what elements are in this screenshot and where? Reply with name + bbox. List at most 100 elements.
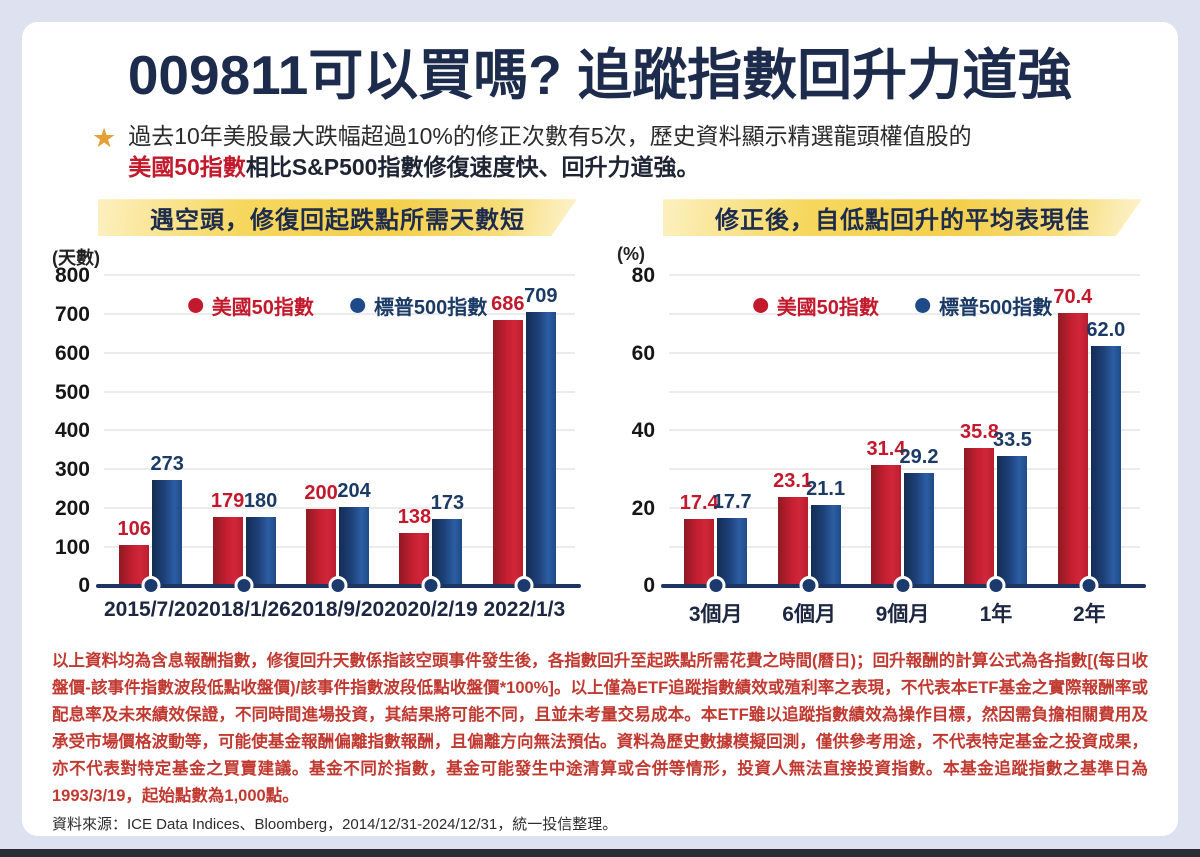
gridline xyxy=(669,429,1140,432)
chart-legend: 美國50指數 標普500指數 xyxy=(187,291,488,320)
x-tick-label: 6個月 xyxy=(782,603,836,627)
gridline xyxy=(669,351,1140,354)
bar-group-2022/1/3: 686 709 2022/1/3 xyxy=(478,276,571,622)
value-label: 62.0 xyxy=(1086,319,1126,341)
x-tick-label: 2015/7/20 xyxy=(103,598,198,622)
axis-dot-icon xyxy=(421,576,441,596)
y-tick-label: 20 xyxy=(631,496,655,520)
axis-dot-icon xyxy=(893,576,913,596)
value-label: 17.7 xyxy=(712,490,752,513)
y-tick-label: 500 xyxy=(54,380,90,404)
bar-groups: 106 273 2015/7/20 179 180 2018/1/26 200 204 2018… xyxy=(104,276,571,622)
chart-recovery-days: 遇空頭，修復回起跌點所需天數短 (天數) 美國50指數 標普500指數 106 2… xyxy=(48,199,587,632)
x-tick-label: 2018/9/20 xyxy=(290,598,385,622)
bar-group-2020/2/19: 138 173 2020/2/19 xyxy=(384,276,477,621)
bar-us50-3個月: 17.4 xyxy=(680,492,719,587)
value-label: 273 xyxy=(150,453,184,476)
legend-item-us50: 美國50指數 xyxy=(752,291,879,320)
x-tick-label: 1年 xyxy=(979,603,1013,627)
plot-area: 美國50指數 標普500指數 17.4 17.7 3個月 23.1 21.1 6個月 31.… xyxy=(632,264,1146,627)
value-label: 138 xyxy=(397,505,432,528)
value-label: 173 xyxy=(430,492,465,515)
axis-dot-icon xyxy=(514,576,534,596)
legend-label: 美國50指數 xyxy=(211,297,314,320)
intro-text: 過去10年美股最大跌幅超過10%的修正次數有5次，歷史資料顯示精選龍頭權值股的 … xyxy=(128,121,971,183)
legend-item-us50: 美國50指數 xyxy=(187,291,314,320)
y-tick-label: 40 xyxy=(631,419,655,443)
value-label: 21.1 xyxy=(806,477,846,500)
legend-dot-blue-icon xyxy=(914,298,930,314)
x-tick-label: 3個月 xyxy=(688,603,743,627)
bar-group-3個月: 17.4 17.7 3個月 xyxy=(669,276,762,627)
bar-groups: 17.4 17.7 3個月 23.1 21.1 6個月 31.4 29.2 9個月 35.8 33.… xyxy=(669,276,1136,627)
intro-line-1: 過去10年美股最大跌幅超過10%的修正次數有5次，歷史資料顯示精選龍頭權值股的 xyxy=(128,123,972,150)
charts-row: 遇空頭，修復回起跌點所需天數短 (天數) 美國50指數 標普500指數 106 2… xyxy=(48,199,1152,632)
bar-us50-9個月: 31.4 xyxy=(867,438,905,587)
axis-dot-icon xyxy=(1079,576,1099,596)
bar-group-2018/1/26: 179 180 2018/1/26 xyxy=(197,276,290,622)
legend-dot-red-icon xyxy=(187,298,203,314)
bar-group-2018/9/20: 200 204 2018/9/20 xyxy=(291,276,384,621)
legend-item-sp500: 標普500指數 xyxy=(914,291,1053,320)
gridline xyxy=(669,313,1140,315)
legend-dot-red-icon xyxy=(752,298,768,314)
bar-group-2年: 70.4 62.0 2年 xyxy=(1043,276,1136,626)
axis-dot-icon xyxy=(706,576,726,596)
axis-dot-icon xyxy=(799,576,819,596)
bar-sp500-2015/7/20: 273 xyxy=(151,453,184,587)
y-tick-label: 800 xyxy=(54,264,90,288)
legend-label: 美國50指數 xyxy=(776,297,879,320)
value-label: 35.8 xyxy=(959,420,999,443)
plot-area: 美國50指數 標普500指數 106 273 2015/7/20 179 180 2018… xyxy=(55,264,581,622)
y-tick-label: 300 xyxy=(54,458,90,481)
bar-sp500-3個月: 17.7 xyxy=(713,491,752,587)
value-label: 686 xyxy=(491,293,525,316)
footer: 以上資料均為含息報酬指數，修復回升天數係指該空頭事件發生後，各指數回升至起跌點所… xyxy=(52,648,1148,834)
gridline xyxy=(104,351,575,354)
bar-sp500-2020/2/19: 173 xyxy=(431,492,464,587)
value-label: 179 xyxy=(210,489,245,512)
x-tick-label: 2022/1/3 xyxy=(483,598,566,622)
bar-us50-2年: 70.4 xyxy=(1053,286,1092,587)
bar-us50-1年: 35.8 xyxy=(960,421,999,587)
intro-block: ★ 過去10年美股最大跌幅超過10%的修正次數有5次，歷史資料顯示精選龍頭權值股… xyxy=(92,121,1122,183)
axis-dot-icon xyxy=(986,576,1006,596)
chart-body-right: (%) 美國50指數 標普500指數 17.4 17.7 3個月 23.1 21.1 6個… xyxy=(613,244,1152,632)
infographic-card: 009811可以買嗎? 追蹤指數回升力道強 ★ 過去10年美股最大跌幅超過10%… xyxy=(22,22,1178,836)
bar-us50-6個月: 23.1 xyxy=(773,470,812,587)
bar-group-6個月: 23.1 21.1 6個月 xyxy=(762,276,855,627)
value-label: 23.1 xyxy=(773,469,813,492)
bar-group-1年: 35.8 33.5 1年 xyxy=(949,276,1042,627)
y-tick-label: 60 xyxy=(631,341,655,365)
bar-group-9個月: 31.4 29.2 9個月 xyxy=(856,276,949,627)
y-tick-label: 0 xyxy=(78,574,90,598)
gridline xyxy=(669,468,1140,470)
gridline xyxy=(669,390,1140,393)
bar-us50-2022/1/3: 686 xyxy=(491,293,525,587)
value-label: 33.5 xyxy=(992,429,1032,452)
intro-line-2-rest: 相比S&P500指數修復速度快、回升力道強。 xyxy=(245,154,700,181)
gridline xyxy=(104,468,575,470)
bar-us50-2018/9/20: 200 xyxy=(304,482,338,587)
bar-us50-2015/7/20: 106 xyxy=(118,518,151,587)
value-label: 709 xyxy=(524,284,558,307)
legend-label: 標普500指數 xyxy=(373,297,488,320)
bar-sp500-2018/9/20: 204 xyxy=(337,480,371,587)
y-tick-label: 400 xyxy=(54,419,90,443)
y-tick-label: 0 xyxy=(643,574,655,598)
page-title: 009811可以買嗎? 追蹤指數回升力道強 xyxy=(127,44,1073,106)
legend-label: 標普500指數 xyxy=(938,297,1053,320)
gridline xyxy=(104,390,575,393)
bar-sp500-2022/1/3: 709 xyxy=(524,285,558,587)
y-axis-unit-label: (%) xyxy=(617,244,645,265)
axis-dot-icon xyxy=(141,576,161,596)
chart-rebound-performance: 修正後，自低點回升的平均表現佳 (%) 美國50指數 標普500指數 17.4 1… xyxy=(613,199,1152,632)
x-tick-label: 9個月 xyxy=(875,603,930,627)
value-label: 29.2 xyxy=(899,446,939,469)
legend-dot-blue-icon xyxy=(349,298,365,314)
gridline xyxy=(104,274,575,277)
intro-highlight: 美國50指數 xyxy=(128,154,246,181)
value-label: 70.4 xyxy=(1053,286,1093,309)
y-tick-label: 80 xyxy=(631,264,655,288)
y-axis-unit-label: (天數) xyxy=(52,248,100,269)
